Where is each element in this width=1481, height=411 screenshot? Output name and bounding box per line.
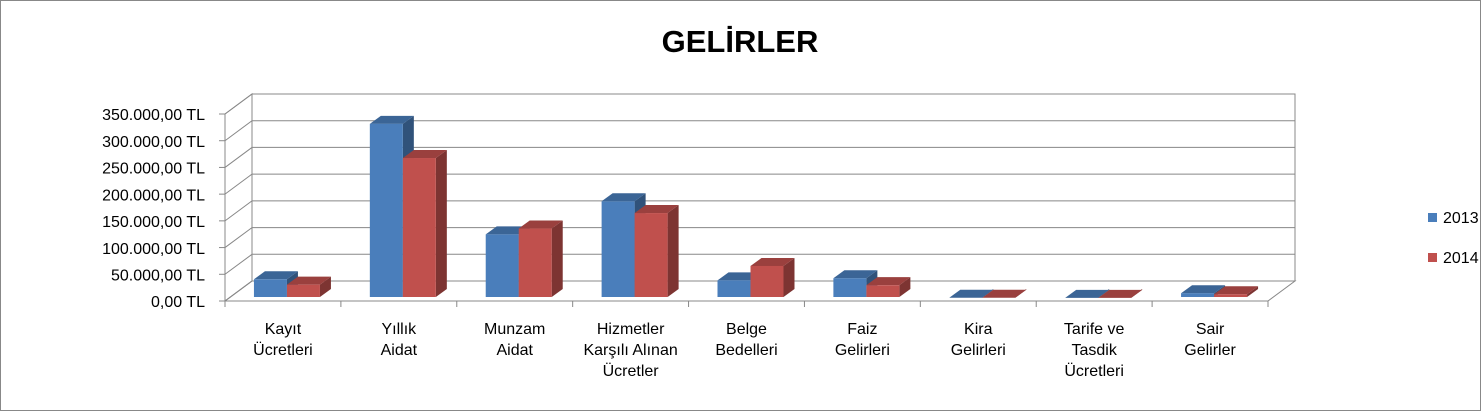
bar-front — [750, 265, 784, 297]
bar-front — [833, 278, 867, 297]
y-tick-label: 350.000,00 TL — [102, 107, 205, 124]
grid-line — [224, 120, 1295, 142]
y-tick-label: 100.000,00 TL — [102, 241, 205, 258]
bar — [1065, 289, 1110, 298]
bar-top — [518, 220, 563, 229]
bar-top — [601, 193, 646, 202]
y-tick-label: 0,00 TL — [151, 294, 205, 311]
grid-line — [224, 280, 1295, 302]
bar — [866, 277, 911, 297]
bar-front — [253, 279, 287, 297]
bar — [402, 150, 447, 297]
y-tick-label: 200.000,00 TL — [102, 187, 205, 204]
x-tick-label: Yıllık Aidat — [380, 321, 418, 359]
y-tick-label: 250.000,00 TL — [102, 161, 205, 178]
y-tick-label: 50.000,00 TL — [111, 268, 205, 285]
bar-top — [402, 150, 447, 159]
bar-top — [833, 270, 878, 279]
legend-label: 2013 — [1443, 210, 1479, 227]
x-tick-label: Munzam Aidat — [484, 321, 546, 359]
bar — [1214, 286, 1259, 297]
grid-line — [224, 93, 1295, 115]
bar-side — [899, 277, 911, 297]
x-tick-label: Sair Gelirler — [1184, 321, 1236, 359]
bar-side — [1247, 286, 1259, 297]
bar-side — [435, 150, 447, 297]
bar-front — [1214, 294, 1248, 297]
x-tick-label: Faiz Gelirleri — [834, 321, 890, 359]
bar — [1098, 289, 1143, 298]
x-tick-label: Tarife ve Tasdik Ücretleri — [1063, 321, 1125, 380]
bar-top — [1065, 289, 1110, 298]
bar-front — [1181, 293, 1215, 297]
bar-front — [717, 280, 751, 297]
legend-label: 2014 — [1443, 250, 1479, 267]
bar-top — [634, 205, 679, 214]
bar-side — [783, 257, 795, 297]
bar-front — [866, 285, 900, 297]
bar-front — [485, 234, 519, 297]
y-tick-label: 300.000,00 TL — [102, 134, 205, 151]
bar-top — [750, 257, 795, 266]
bar-side — [551, 220, 563, 297]
chart-title: GELİRLER — [662, 24, 819, 59]
x-tick-label: Belge Bedelleri — [715, 321, 778, 359]
bar-front — [634, 213, 668, 297]
legend-swatch — [1428, 213, 1437, 222]
bar — [634, 205, 679, 297]
bar-top — [1214, 286, 1259, 295]
bar-front — [601, 201, 635, 297]
bar — [518, 220, 563, 297]
bar-top — [866, 277, 911, 286]
bar — [982, 289, 1027, 298]
x-tick-label: Hizmetler Karşılı Alınan Ücretler — [583, 321, 678, 380]
bar-top — [1181, 285, 1226, 294]
bar-front — [518, 228, 552, 297]
bar-front — [402, 158, 436, 297]
bar — [286, 276, 331, 297]
grid-line — [224, 253, 1295, 275]
grid-line — [224, 146, 1295, 168]
legend-swatch — [1428, 253, 1437, 262]
x-tick-label: Kayıt Ücretleri — [253, 321, 313, 359]
y-tick-label: 150.000,00 TL — [102, 214, 205, 231]
bar-front — [369, 123, 403, 297]
grid-line — [224, 173, 1295, 195]
bar-top — [1098, 289, 1143, 298]
bar — [949, 289, 994, 298]
bar — [750, 257, 795, 297]
grid-line — [224, 200, 1295, 222]
bar-top — [949, 289, 994, 298]
bar-top — [253, 271, 298, 280]
bar-top — [369, 115, 414, 124]
bar-side — [319, 276, 331, 297]
bar-top — [982, 289, 1027, 298]
grid-line — [224, 227, 1295, 248]
bar-top — [286, 276, 331, 285]
x-tick-label: Kira Gelirleri — [950, 321, 1006, 359]
bar-side — [667, 205, 679, 297]
bar-front — [286, 284, 320, 297]
